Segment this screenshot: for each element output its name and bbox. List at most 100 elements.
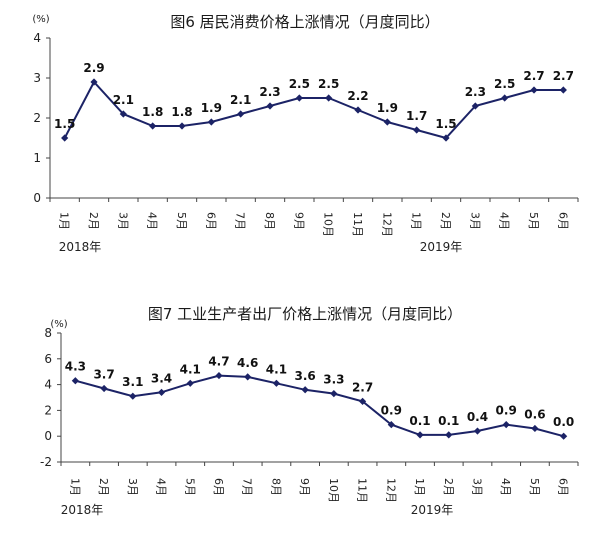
y-tick-label: 0 — [33, 191, 41, 205]
x-tick-label: 6月 — [204, 212, 217, 230]
data-point — [186, 379, 194, 387]
y-tick-label: 2 — [33, 111, 41, 125]
x-tick-label: 5月 — [175, 212, 188, 230]
data-label: 2.7 — [352, 380, 373, 394]
data-point — [358, 397, 367, 405]
data-point — [61, 134, 69, 142]
x-tick-label: 6月 — [556, 212, 569, 230]
y-tick-label: 6 — [44, 352, 52, 366]
year-label: 2018年 — [61, 503, 104, 517]
data-label: 2.7 — [553, 69, 574, 83]
x-tick-label: 8月 — [269, 478, 282, 496]
unit-label: (%) — [32, 14, 49, 25]
data-point — [531, 424, 539, 433]
data-label: 0.0 — [553, 415, 574, 429]
x-tick-label: 9月 — [292, 212, 305, 230]
data-point — [178, 122, 186, 130]
x-tick-label: 5月 — [528, 478, 541, 496]
data-label: 1.5 — [54, 117, 75, 131]
data-label: 2.5 — [289, 77, 310, 91]
data-label: 2.7 — [523, 69, 544, 83]
data-point — [502, 420, 510, 429]
x-tick-label: 10月 — [322, 212, 335, 237]
data-label: 2.9 — [83, 61, 104, 75]
data-point — [473, 427, 482, 435]
x-tick-label: 3月 — [126, 478, 139, 496]
data-point — [560, 432, 568, 440]
data-label: 1.9 — [377, 101, 398, 115]
data-label: 1.9 — [201, 101, 222, 115]
x-tick-label: 3月 — [116, 212, 129, 230]
unit-label: (%) — [50, 319, 67, 330]
series-line — [75, 374, 564, 438]
y-tick-label: 0 — [44, 429, 52, 443]
chart-title: 图7 工业生产者出厂价格上涨情况（月度同比） — [148, 305, 462, 323]
data-point — [442, 134, 450, 142]
x-tick-label: 10月 — [327, 478, 340, 503]
data-label: 2.3 — [259, 85, 280, 99]
data-point — [100, 384, 108, 393]
x-tick-label: 11月 — [356, 478, 369, 503]
x-tick-label: 1月 — [68, 478, 81, 496]
data-point — [559, 86, 567, 94]
data-point — [301, 386, 309, 394]
y-tick-label: 2 — [44, 403, 52, 417]
x-tick-label: 2月 — [97, 478, 110, 496]
x-tick-label: 1月 — [58, 212, 71, 230]
data-label: 3.4 — [151, 371, 172, 385]
x-tick-label: 12月 — [380, 212, 393, 237]
data-label: 4.3 — [65, 360, 86, 374]
data-point — [207, 118, 215, 126]
data-label: 3.1 — [122, 375, 143, 389]
data-label: 2.1 — [113, 93, 134, 107]
data-point — [119, 110, 127, 118]
data-point — [413, 126, 421, 134]
data-point — [387, 420, 395, 429]
data-point — [266, 102, 274, 110]
x-tick-label: 7月 — [234, 212, 247, 230]
data-point — [157, 388, 166, 396]
x-tick-label: 7月 — [241, 478, 254, 496]
data-point — [445, 431, 453, 439]
x-tick-label: 5月 — [183, 478, 196, 496]
x-tick-label: 12月 — [384, 478, 397, 503]
y-tick-label: 3 — [33, 71, 41, 85]
data-label: 1.5 — [435, 117, 456, 131]
data-point — [530, 86, 538, 94]
data-point — [330, 390, 338, 398]
data-label: 2.3 — [465, 85, 486, 99]
data-label: 4.6 — [237, 356, 258, 370]
x-tick-label: 6月 — [212, 478, 225, 496]
data-label: 1.8 — [171, 105, 192, 119]
y-tick-label: 1 — [33, 151, 41, 165]
x-tick-label: 1月 — [410, 212, 423, 230]
data-label: 0.4 — [467, 410, 488, 424]
x-tick-label: 3月 — [470, 478, 483, 496]
year-label: 2018年 — [59, 240, 102, 254]
data-label: 2.2 — [347, 89, 368, 103]
series-line — [63, 80, 564, 140]
data-point — [354, 106, 362, 114]
data-point — [71, 377, 79, 385]
data-point — [272, 379, 281, 387]
y-tick-label: -2 — [40, 455, 52, 469]
x-tick-label: 2月 — [442, 478, 455, 496]
data-label: 4.7 — [208, 355, 229, 369]
y-tick-label: 4 — [44, 378, 52, 392]
data-label: 0.9 — [381, 404, 402, 418]
year-label: 2019年 — [420, 240, 463, 254]
x-tick-label: 1月 — [413, 478, 426, 496]
data-point — [90, 78, 98, 86]
y-tick-label: 4 — [33, 31, 41, 45]
data-point — [237, 110, 245, 118]
x-tick-label: 11月 — [351, 212, 364, 237]
data-point — [215, 371, 223, 380]
x-tick-label: 4月 — [155, 478, 168, 496]
data-label: 0.9 — [496, 404, 517, 418]
data-point — [501, 94, 509, 102]
data-label: 1.7 — [406, 109, 427, 123]
data-point — [383, 118, 391, 126]
data-label: 0.1 — [409, 414, 430, 428]
data-label: 3.3 — [323, 373, 344, 387]
ppi-chart: 图7 工业生产者出厂价格上涨情况（月度同比） (%) 2018年 2019年 -… — [40, 305, 579, 517]
